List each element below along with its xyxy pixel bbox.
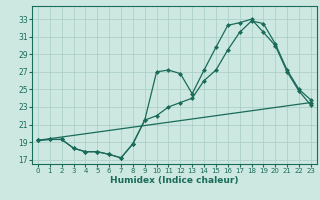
X-axis label: Humidex (Indice chaleur): Humidex (Indice chaleur) [110,176,239,185]
